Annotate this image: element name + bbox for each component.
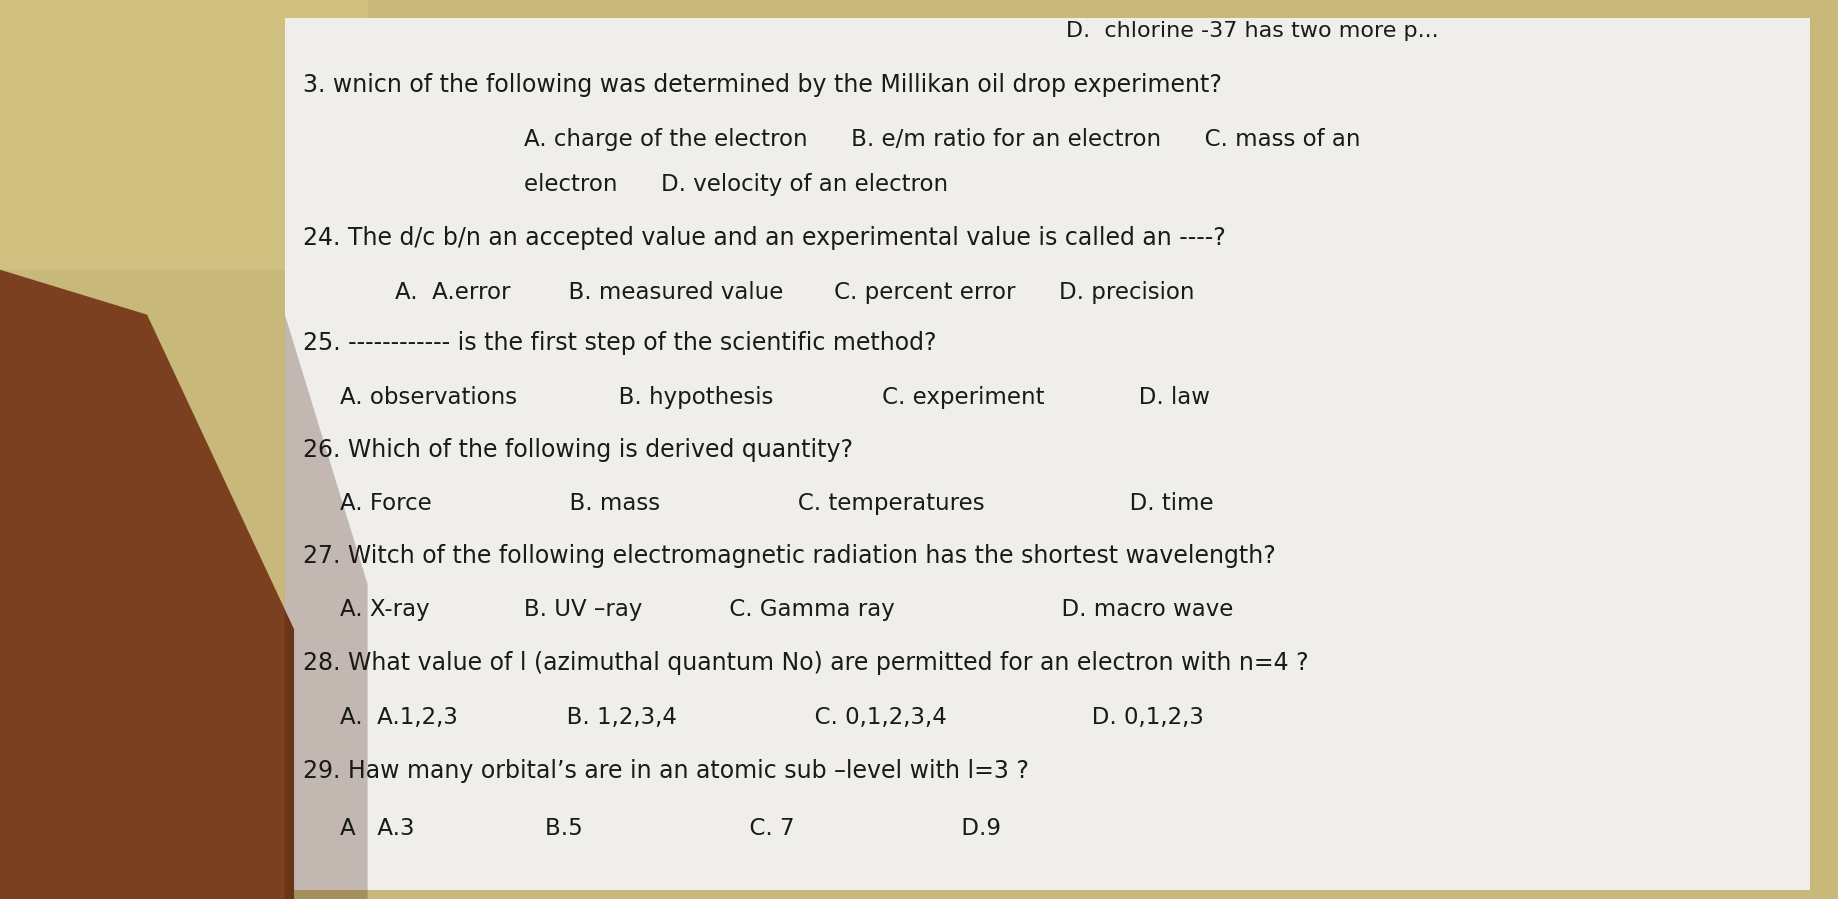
Text: 27. Witch of the following electromagnetic radiation has the shortest wavelength: 27. Witch of the following electromagnet… <box>303 544 1276 567</box>
Text: 3. wnicn of the following was determined by the Millikan oil drop experiment?: 3. wnicn of the following was determined… <box>303 74 1222 97</box>
Text: A. X-ray             B. UV –ray            C. Gamma ray                       D.: A. X-ray B. UV –ray C. Gamma ray D. <box>340 598 1233 621</box>
Text: 26. Which of the following is derived quantity?: 26. Which of the following is derived qu… <box>303 438 853 461</box>
FancyBboxPatch shape <box>0 0 368 270</box>
Polygon shape <box>285 315 368 899</box>
Text: A   A.3                  B.5                       C. 7                       D.: A A.3 B.5 C. 7 D. <box>340 817 1002 841</box>
Text: A. observations              B. hypothesis               C. experiment          : A. observations B. hypothesis C. experim… <box>340 386 1209 409</box>
Text: A. Force                   B. mass                   C. temperatures            : A. Force B. mass C. temperatures <box>340 492 1213 515</box>
Text: A.  A.1,2,3               B. 1,2,3,4                   C. 0,1,2,3,4             : A. A.1,2,3 B. 1,2,3,4 C. 0,1,2,3,4 <box>340 706 1204 729</box>
Text: 24. The d/c b/n an accepted value and an experimental value is called an ----?: 24. The d/c b/n an accepted value and an… <box>303 227 1226 250</box>
Text: D.  chlorine -37 has two more p...: D. chlorine -37 has two more p... <box>1066 22 1439 41</box>
Polygon shape <box>0 270 294 899</box>
Text: 25. ------------ is the first step of the scientific method?: 25. ------------ is the first step of th… <box>303 332 937 355</box>
Text: 29. Haw many orbital’s are in an atomic sub –level with l=3 ?: 29. Haw many orbital’s are in an atomic … <box>303 760 1029 783</box>
Text: electron      D. velocity of an electron: electron D. velocity of an electron <box>524 173 948 196</box>
Text: 28. What value of l (azimuthal quantum No) are permitted for an electron with n=: 28. What value of l (azimuthal quantum N… <box>303 652 1309 675</box>
FancyBboxPatch shape <box>285 18 1810 890</box>
Text: A. charge of the electron      B. e/m ratio for an electron      C. mass of an: A. charge of the electron B. e/m ratio f… <box>524 128 1360 151</box>
Text: A.  A.error        B. measured value       C. percent error      D. precision: A. A.error B. measured value C. percent … <box>395 280 1195 304</box>
